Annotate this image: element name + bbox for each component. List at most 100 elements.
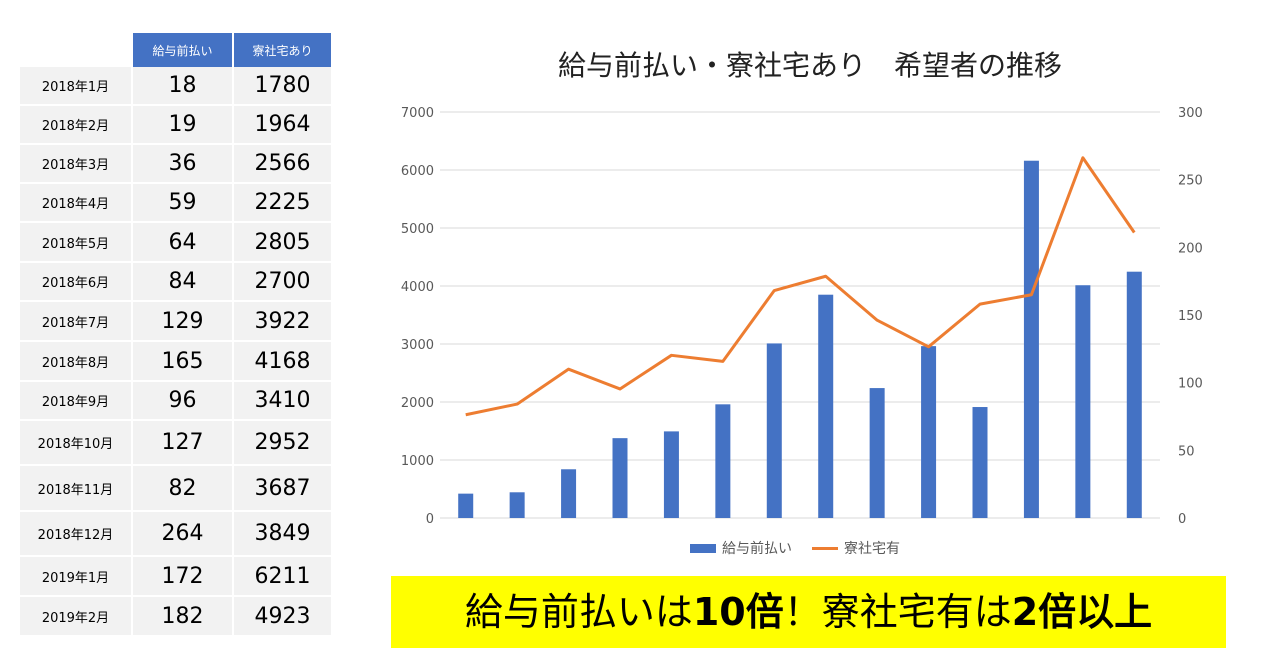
table-row: 2018年5月 64 2805 [20, 223, 333, 263]
legend-dorm-label: 寮社宅有 [844, 541, 900, 557]
month-cell: 2019年2月 [20, 597, 133, 637]
banner-text-1: 給与前払いは [464, 590, 693, 634]
prepay-cell: 59 [133, 184, 234, 223]
legend-line-swatch [812, 546, 838, 550]
highlight-banner: 給与前払いは10倍！寮社宅有は2倍以上 [391, 576, 1226, 648]
month-cell: 2018年3月 [20, 145, 133, 184]
data-table: 給与前払い 寮社宅あり 2018年1月 18 1780 2018年2月 19 1964 20… [20, 33, 333, 637]
banner-text-2: ！寮社宅有は [783, 590, 1012, 634]
table-row: 2019年1月 172 6211 [20, 557, 333, 597]
month-cell: 2018年5月 [20, 223, 133, 263]
table-row: 2018年8月 165 4168 [20, 342, 333, 382]
prepay-cell: 82 [133, 466, 234, 512]
month-cell: 2018年4月 [20, 184, 133, 223]
left-axis-tick: 6000 [401, 164, 434, 179]
dorm-cell: 3687 [234, 466, 333, 512]
dorm-cell: 4923 [234, 597, 333, 637]
prepay-cell: 127 [133, 421, 234, 466]
left-axis-tick: 5000 [401, 222, 434, 237]
month-cell: 2018年6月 [20, 263, 133, 302]
header-dorm: 寮社宅あり [234, 33, 333, 67]
banner-bold-2: 2倍以上 [1011, 590, 1153, 634]
prepay-cell: 36 [133, 145, 234, 184]
left-axis-tick: 4000 [401, 280, 434, 295]
chart-title: 給与前払い・寮社宅あり 希望者の推移 [557, 49, 1062, 82]
left-axis-tick: 2000 [401, 396, 434, 411]
bar [1126, 271, 1142, 518]
table-row: 2018年10月 127 2952 [20, 421, 333, 466]
table-row: 2018年6月 84 2700 [20, 263, 333, 302]
table-row: 2019年2月 182 4923 [20, 597, 333, 637]
bar [561, 469, 577, 518]
chart-legend: 給与前払い 寮社宅有 [690, 538, 900, 558]
dorm-cell: 3849 [234, 512, 333, 557]
dorm-cell: 3410 [234, 382, 333, 421]
legend-prepay-label: 給与前払い [722, 541, 792, 557]
month-cell: 2018年10月 [20, 421, 133, 466]
month-cell: 2018年7月 [20, 302, 133, 342]
left-axis-tick: 3000 [401, 338, 434, 353]
bar [715, 404, 731, 518]
bar [818, 294, 834, 518]
dorm-cell: 2805 [234, 223, 333, 263]
right-axis-tick: 150 [1178, 309, 1203, 324]
dorm-cell: 2952 [234, 421, 333, 466]
line-series [465, 156, 1136, 417]
table-row: 2018年4月 59 2225 [20, 184, 333, 223]
right-axis-tick: 300 [1178, 106, 1203, 121]
month-cell: 2018年12月 [20, 512, 133, 557]
left-axis-tick: 0 [426, 512, 434, 527]
left-axis-tick: 1000 [401, 454, 434, 469]
right-axis-tick: 200 [1178, 241, 1203, 256]
right-axis-tick: 250 [1178, 174, 1203, 189]
bar [921, 346, 937, 518]
prepay-cell: 129 [133, 302, 234, 342]
dorm-cell: 6211 [234, 557, 333, 597]
bar [458, 493, 474, 518]
month-cell: 2018年9月 [20, 382, 133, 421]
month-cell: 2018年2月 [20, 106, 133, 145]
legend-bar-swatch [690, 543, 716, 553]
month-cell: 2018年8月 [20, 342, 133, 382]
prepay-cell: 84 [133, 263, 234, 302]
bar [612, 438, 628, 518]
right-axis-tick: 100 [1178, 377, 1203, 392]
month-cell: 2018年11月 [20, 466, 133, 512]
table-row: 2018年2月 19 1964 [20, 106, 333, 145]
dorm-cell: 2566 [234, 145, 333, 184]
dorm-cell: 4168 [234, 342, 333, 382]
dorm-cell: 1964 [234, 106, 333, 145]
table-row: 2018年1月 18 1780 [20, 67, 333, 106]
bar [766, 343, 782, 518]
month-cell: 2018年1月 [20, 67, 133, 106]
table-row: 2018年3月 36 2566 [20, 145, 333, 184]
bar [869, 388, 885, 518]
bar [1023, 160, 1039, 518]
table-row: 2018年7月 129 3922 [20, 302, 333, 342]
bar [663, 431, 679, 518]
left-axis-tick: 7000 [401, 106, 434, 121]
bar [509, 492, 525, 518]
prepay-cell: 165 [133, 342, 234, 382]
prepay-cell: 264 [133, 512, 234, 557]
header-empty [20, 33, 133, 67]
table-row: 2018年12月 264 3849 [20, 512, 333, 557]
right-axis-tick: 0 [1178, 512, 1186, 527]
header-prepay: 給与前払い [133, 33, 234, 67]
prepay-cell: 64 [133, 223, 234, 263]
prepay-cell: 172 [133, 557, 234, 597]
dorm-cell: 1780 [234, 67, 333, 106]
banner-bold-1: 10倍 [692, 590, 784, 634]
table-row: 2018年9月 96 3410 [20, 382, 333, 421]
prepay-cell: 182 [133, 597, 234, 637]
prepay-cell: 18 [133, 67, 234, 106]
dorm-cell: 3922 [234, 302, 333, 342]
table-row: 2018年11月 82 3687 [20, 466, 333, 512]
prepay-cell: 96 [133, 382, 234, 421]
month-cell: 2019年1月 [20, 557, 133, 597]
dorm-cell: 2700 [234, 263, 333, 302]
bar [972, 407, 988, 518]
dorm-cell: 2225 [234, 184, 333, 223]
bar [1075, 285, 1091, 518]
